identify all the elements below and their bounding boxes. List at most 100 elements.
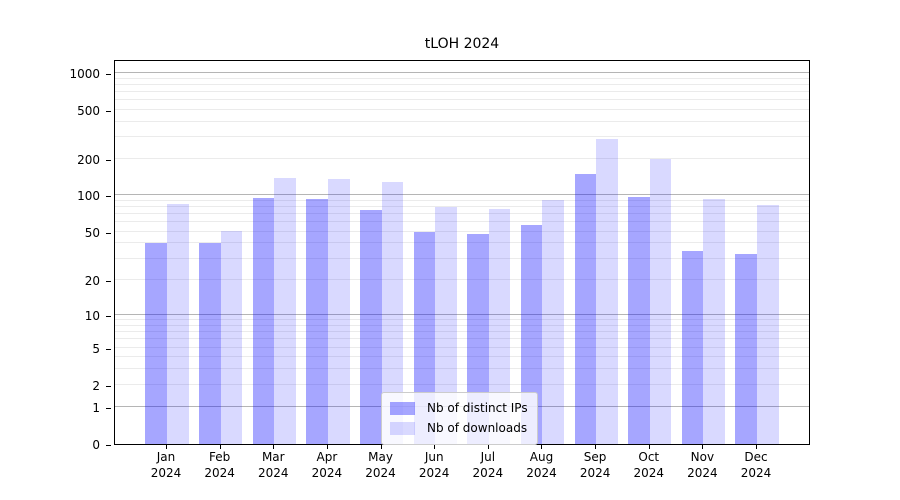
gridline-70 (115, 212, 809, 214)
x-tick-mark-mar (273, 445, 275, 449)
legend-label-downloads: Nb of downloads (427, 421, 528, 435)
gridline-9 (115, 319, 809, 321)
y-tick-mark-1 (106, 408, 111, 410)
y-tick-mark-20 (106, 280, 111, 282)
bar-ips-mar (252, 197, 275, 444)
y-tick-label-20: 20 (84, 273, 100, 288)
y-tick-label-5: 5 (92, 341, 100, 356)
y-tick-mark-10 (106, 315, 111, 317)
gridline-80 (115, 205, 809, 207)
x-tick-mark-oct (648, 445, 650, 449)
bar-ips-oct (628, 196, 650, 444)
gridline-600 (115, 99, 809, 101)
bar-ips-may (359, 210, 382, 444)
x-tick-mark-jan (166, 445, 167, 449)
gridline-200 (115, 158, 809, 159)
y-tick-mark-1000 (106, 74, 111, 75)
bar-ips-aug (520, 224, 543, 444)
bar-downloads-may (381, 182, 404, 444)
bar-downloads-sep (596, 139, 618, 444)
gridline-100 (115, 193, 809, 195)
y-tick-mark-0 (106, 445, 111, 446)
bar-downloads-jul (488, 208, 511, 444)
gridline-6 (115, 338, 809, 340)
x-tick-mark-jul (487, 445, 489, 449)
gridline-800 (115, 83, 809, 85)
gridline-10 (115, 314, 809, 315)
x-tick-mark-sep (595, 445, 597, 449)
bar-downloads-dec (757, 204, 779, 444)
x-tick-label-apr: Apr 2024 (311, 450, 343, 480)
y-tick-mark-100 (106, 195, 111, 197)
legend-swatch-distinct-ips (390, 401, 415, 415)
bar-ips-jun (413, 231, 436, 444)
bar-ips-dec (735, 253, 758, 444)
gridline-400 (115, 120, 809, 122)
gridline-90 (115, 199, 809, 201)
y-tick-mark-50 (106, 232, 111, 234)
y-tick-label-0: 0 (92, 438, 100, 452)
gridline-8 (115, 324, 809, 326)
bar-downloads-feb (220, 230, 243, 444)
x-tick-label-oct: Oct 2024 (633, 450, 665, 480)
bar-downloads-jun (435, 206, 457, 444)
gridline-7 (115, 330, 809, 332)
x-tick-label-jun: Jun 2024 (418, 450, 450, 480)
x-tick-mark-may (380, 445, 382, 449)
bar-ips-feb (199, 243, 221, 444)
y-tick-mark-500 (106, 110, 111, 112)
bar-downloads-oct (649, 159, 672, 444)
x-tick-mark-dec (756, 445, 758, 449)
bar-ips-nov (681, 250, 704, 444)
gridline-900 (115, 77, 809, 79)
y-tick-label-200: 200 (77, 152, 100, 167)
bar-downloads-aug (542, 199, 565, 444)
bar-ips-apr (306, 198, 328, 444)
x-tick-label-dec: Dec 2024 (740, 450, 772, 480)
gridline-500 (115, 108, 809, 110)
y-tick-mark-2 (106, 386, 111, 388)
gridline-50 (115, 230, 809, 232)
bar-ips-sep (574, 173, 597, 444)
bar-downloads-apr (327, 179, 350, 444)
x-tick-label-feb: Feb 2024 (204, 450, 235, 480)
legend: Nb of distinct IPs Nb of downloads (381, 392, 538, 445)
plot-area: Nb of distinct IPs Nb of downloads (114, 60, 810, 445)
x-tick-label-aug: Aug 2024 (526, 450, 557, 480)
y-tick-label-50: 50 (84, 225, 100, 240)
legend-item-distinct-ips: Nb of distinct IPs (390, 398, 528, 418)
gridline-1000 (115, 72, 809, 74)
legend-swatch-downloads (390, 421, 415, 435)
gridline-300 (115, 136, 809, 138)
gridline-40 (115, 242, 809, 244)
gridline-20 (115, 279, 809, 280)
x-tick-label-nov: Nov 2024 (687, 450, 718, 480)
x-tick-label-mar: Mar 2024 (257, 450, 289, 480)
bar-ips-jul (467, 233, 489, 444)
x-tick-mark-aug (541, 445, 543, 449)
gridline-60 (115, 221, 809, 223)
x-tick-label-jan: Jan 2024 (150, 450, 182, 480)
gridline-4 (115, 356, 809, 358)
x-tick-mark-apr (326, 445, 328, 449)
chart-title: tLOH 2024 (424, 36, 500, 52)
y-tick-label-2: 2 (92, 379, 100, 394)
y-tick-label-1: 1 (92, 401, 100, 416)
y-tick-label-10: 10 (84, 308, 100, 323)
bar-ips-jan (145, 243, 167, 444)
y-tick-mark-200 (106, 159, 111, 161)
x-tick-mark-nov (702, 445, 704, 449)
x-tick-mark-feb (219, 445, 221, 449)
legend-label-distinct-ips: Nb of distinct IPs (427, 401, 528, 415)
y-tick-label-500: 500 (77, 103, 100, 118)
x-tick-label-jul: Jul 2024 (472, 450, 504, 480)
bar-downloads-nov (703, 198, 725, 444)
y-tick-label-100: 100 (77, 188, 100, 203)
gridline-2 (115, 384, 809, 386)
gridline-30 (115, 257, 809, 259)
bar-downloads-jan (167, 203, 189, 444)
gridline-700 (115, 90, 809, 92)
gridline-5 (115, 346, 809, 348)
x-tick-mark-jun (434, 445, 436, 449)
